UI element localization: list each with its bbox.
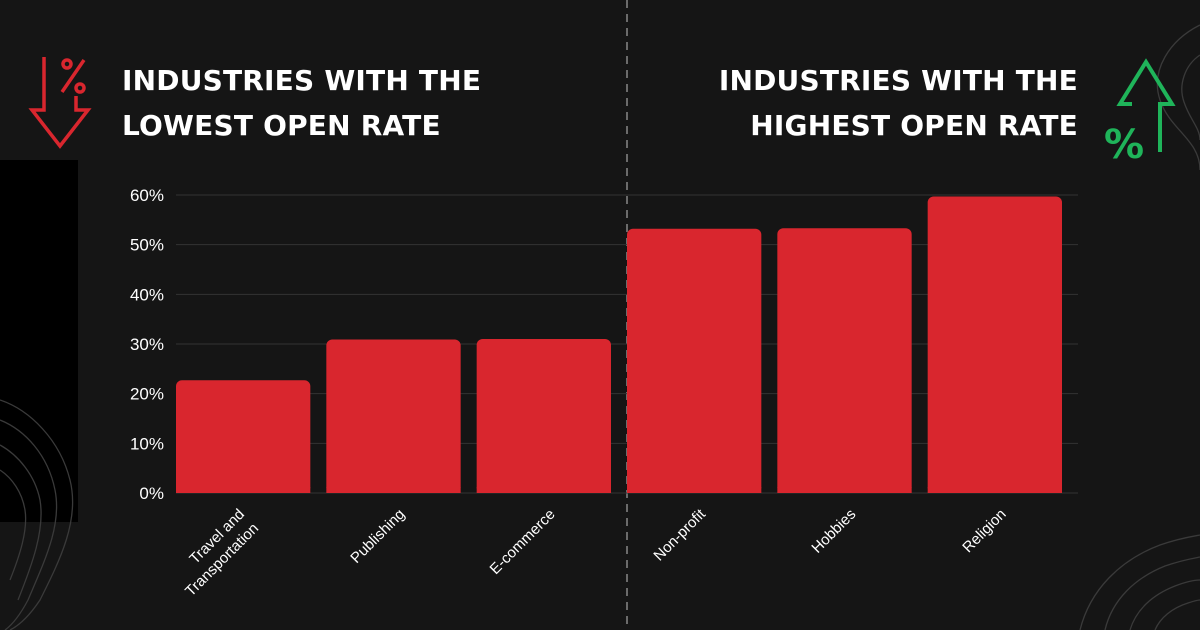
bar	[326, 339, 461, 493]
y-tick-label: 60%	[130, 186, 164, 205]
bar	[927, 196, 1062, 494]
chart-x-axis: Travel andTransportation Publishing E-comm…	[168, 505, 1010, 600]
bar	[777, 228, 912, 493]
decorative-contour-lines-right	[1079, 24, 1200, 630]
icon-percent-glyph: %	[1104, 122, 1144, 168]
y-tick-label: 30%	[130, 335, 164, 354]
highest-heading-line-1: INDUSTRIES WITH THE	[718, 64, 1078, 97]
lowest-heading-line-2: LOWEST OPEN RATE	[122, 109, 441, 142]
lowest-open-rate-heading: INDUSTRIES WITH THE LOWEST OPEN RATE	[122, 58, 522, 148]
highest-heading-line-2: HIGHEST OPEN RATE	[750, 109, 1078, 142]
bar	[476, 339, 611, 493]
x-tick-label: Hobbies	[808, 506, 859, 557]
percent-arrow-down-icon	[28, 57, 92, 149]
chart-y-axis: 0% 10% 20% 30% 40% 50% 60%	[130, 186, 164, 503]
y-tick-label: 50%	[130, 236, 164, 255]
chart-bars	[176, 196, 1062, 494]
x-tick-label: Publishing	[347, 506, 408, 567]
bar-base	[326, 487, 461, 493]
y-tick-label: 20%	[130, 385, 164, 404]
bar	[176, 380, 311, 493]
x-tick-label: Religion	[959, 506, 1009, 556]
y-tick-label: 0%	[139, 484, 164, 503]
bar-base	[627, 487, 762, 493]
bar-base	[476, 487, 611, 493]
x-tick-label: E-commerce	[487, 506, 559, 578]
percent-arrow-up-icon: %	[1104, 58, 1176, 168]
lowest-heading-line-1: INDUSTRIES WITH THE	[122, 64, 482, 97]
bar-base	[777, 487, 912, 493]
bar-base	[176, 487, 311, 493]
x-tick-label: Non-profit	[650, 505, 709, 564]
bar-base	[927, 487, 1062, 493]
y-tick-label: 40%	[130, 285, 164, 304]
highest-open-rate-heading: INDUSTRIES WITH THE HIGHEST OPEN RATE	[660, 58, 1078, 148]
bar	[627, 228, 762, 494]
x-tick-label: Travel andTransportation	[168, 506, 262, 600]
left-backdrop-block	[0, 160, 78, 522]
y-tick-label: 10%	[130, 434, 164, 453]
decorative-contour-lines-left	[0, 399, 74, 630]
